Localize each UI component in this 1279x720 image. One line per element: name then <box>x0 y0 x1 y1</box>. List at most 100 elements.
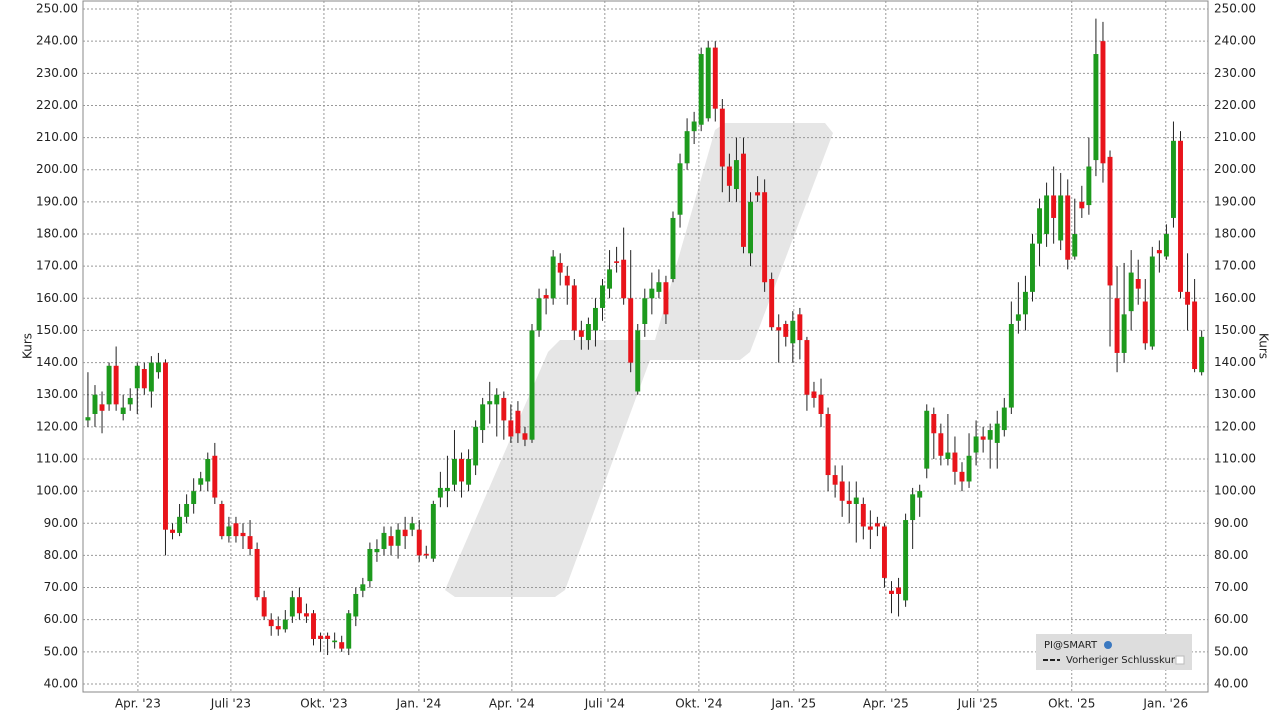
y2-tick-label: 240.00 <box>1214 34 1256 48</box>
candle-body <box>719 108 725 167</box>
candle-body <box>219 503 225 537</box>
candle-body <box>733 160 739 190</box>
y2-tick-label: 50.00 <box>1214 644 1248 658</box>
y-tick-label: 240.00 <box>36 34 78 48</box>
candle-body <box>790 320 796 344</box>
candle-body <box>515 410 521 434</box>
x-tick-label: Jan. '25 <box>770 697 816 711</box>
candle-body <box>191 491 197 504</box>
candle-body <box>163 362 168 530</box>
y2-tick-label: 200.00 <box>1214 162 1256 176</box>
candle-body <box>945 452 951 459</box>
y2-tick-label: 120.00 <box>1214 419 1256 433</box>
candle-body <box>614 261 620 263</box>
y2-tick-label: 70.00 <box>1214 580 1248 594</box>
y-tick-label: 180.00 <box>36 227 78 241</box>
candle-body <box>1114 298 1120 353</box>
y-tick-label: 160.00 <box>36 291 78 305</box>
candle-body <box>994 423 1000 443</box>
y-axis-title: Kurs <box>21 333 35 359</box>
candle-body <box>896 587 902 594</box>
candle-body <box>571 285 577 331</box>
legend-checkbox[interactable] <box>1175 655 1185 665</box>
y-tick-label: 50.00 <box>44 644 78 658</box>
candle-body <box>1128 272 1134 312</box>
candle-body <box>233 523 239 537</box>
candle-body <box>663 282 669 315</box>
candle-body <box>459 458 464 482</box>
y2-tick-label: 220.00 <box>1214 98 1256 112</box>
candle-body <box>92 394 98 414</box>
candle-body <box>303 613 309 617</box>
candle-body <box>712 47 718 109</box>
candle-body <box>381 532 387 549</box>
candle-body <box>867 526 873 530</box>
candle-body <box>825 413 831 476</box>
x-tick-label: Okt. '24 <box>675 697 722 711</box>
candle-body <box>430 503 436 559</box>
candle-body <box>776 327 782 331</box>
x-tick-label: Juli '25 <box>957 697 998 711</box>
candle-body <box>339 642 345 649</box>
candle-body <box>444 487 450 492</box>
y2-tick-label: 80.00 <box>1214 548 1248 562</box>
y2-tick-label: 60.00 <box>1214 612 1248 626</box>
candle-body <box>155 362 161 373</box>
y2-tick-label: 250.00 <box>1214 2 1256 16</box>
candle-body <box>311 613 316 639</box>
candle-body <box>212 455 218 498</box>
candles <box>85 18 1205 656</box>
candle-body <box>600 285 605 308</box>
candle-body <box>254 548 260 598</box>
candle-body <box>1185 291 1191 305</box>
candle-body <box>501 397 507 421</box>
candle-body <box>1058 195 1064 241</box>
y-tick-label: 130.00 <box>36 387 78 401</box>
y2-tick-label: 100.00 <box>1214 484 1256 498</box>
candle-body <box>134 365 140 389</box>
y-tick-label: 170.00 <box>36 259 78 273</box>
candle-body <box>832 475 838 485</box>
candle-body <box>924 410 930 469</box>
candle-body <box>226 526 232 537</box>
candle-body <box>318 635 324 639</box>
candle-body <box>275 626 281 630</box>
y2-tick-label: 190.00 <box>1214 194 1256 208</box>
y2-axis-title: Kurs <box>1257 333 1271 359</box>
candle-body <box>1051 195 1057 218</box>
candle-body <box>247 536 253 549</box>
y2-tick-label: 160.00 <box>1214 291 1256 305</box>
y-tick-label: 190.00 <box>36 194 78 208</box>
candle-body <box>1030 243 1035 292</box>
y-tick-label: 40.00 <box>44 676 78 690</box>
candle-body <box>205 458 211 482</box>
candle-body <box>522 433 528 440</box>
y-tick-label: 90.00 <box>44 516 78 530</box>
y2-tick-label: 110.00 <box>1214 451 1256 465</box>
y-tick-label: 70.00 <box>44 580 78 594</box>
candle-body <box>818 394 824 414</box>
y2-tick-label: 230.00 <box>1214 66 1256 80</box>
candle-body <box>903 520 909 601</box>
y2-tick-label: 90.00 <box>1214 516 1248 530</box>
candle-body <box>409 523 415 530</box>
candle-body <box>952 452 958 472</box>
candle-body <box>536 298 542 331</box>
candle-body <box>148 362 154 392</box>
legend: PI@SMART Vorheriger Schlusskurs <box>1036 634 1192 670</box>
candle-body <box>240 532 246 537</box>
candle-body <box>1072 234 1078 257</box>
candle-body <box>1149 256 1155 347</box>
legend-box <box>1036 634 1192 670</box>
candle-body <box>585 324 591 341</box>
candle-body <box>783 324 789 337</box>
candle-body <box>1170 140 1176 218</box>
candle-body <box>1156 250 1162 254</box>
candle-body <box>120 407 126 414</box>
candle-body <box>656 282 662 292</box>
y-tick-label: 150.00 <box>36 323 78 337</box>
candle-body <box>959 471 965 482</box>
x-tick-label: Apr. '25 <box>863 697 909 711</box>
x-tick-label: Juli '24 <box>584 697 625 711</box>
candle-body <box>473 426 479 466</box>
